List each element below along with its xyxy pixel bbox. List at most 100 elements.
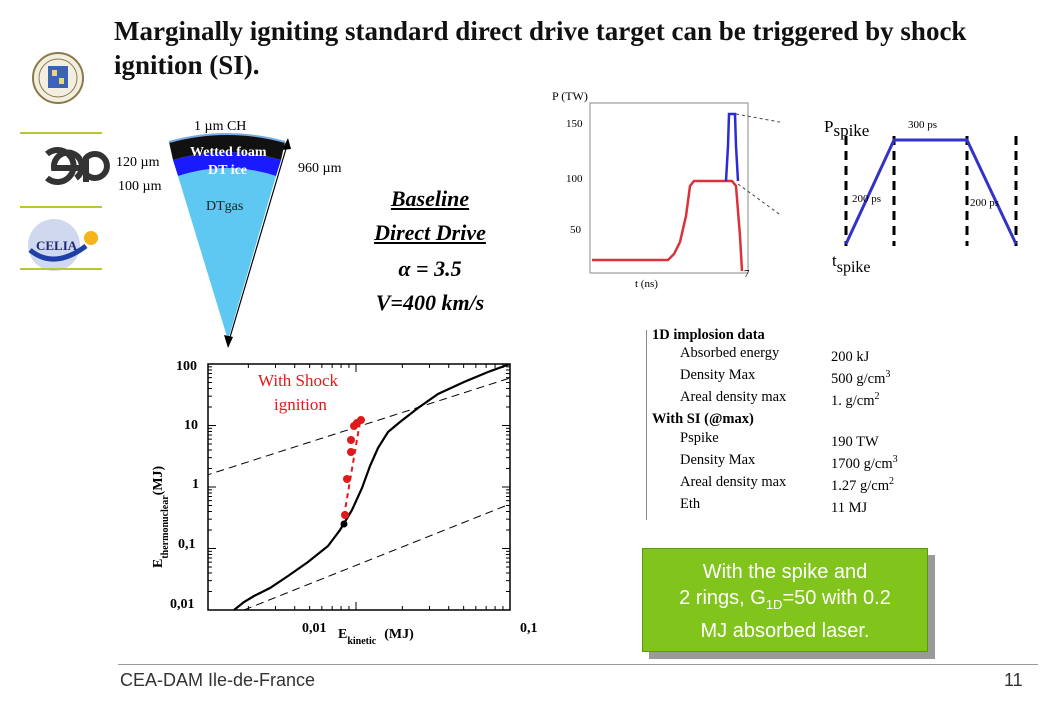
celia-logo: CELIA [28,219,98,271]
table-row-label: Areal density max [680,389,787,406]
result-callout: With the spike and 2 rings, G1D=50 with … [642,548,928,652]
radius-label: 960 µm [298,161,342,176]
shock-ignition-annotation: With Shock [258,371,339,390]
table-row-value: 1.27 g/cm2 [831,475,894,494]
zoom-line-top [735,113,780,123]
energy-chart-ticks [208,364,510,611]
table-row-value: 11 MJ [831,499,868,516]
pulse-y-tick: 150 [566,118,583,130]
si-point [347,448,355,456]
reference-line-lower [243,503,510,610]
table-row: Density Max 500 g/cm3 [648,366,978,388]
baseline-gain-curve [233,364,510,610]
table-row-label: Areal density max [680,473,787,490]
base-pulse-curve [592,179,744,272]
pulse-chart-frame [589,102,749,274]
page-number: 11 [1004,670,1023,690]
baseline-point [340,520,348,528]
baseline-title: Baseline [390,186,470,211]
dt-gas-label: DTgas [206,199,243,214]
spike-shape [844,138,1018,245]
svg-text:CELIA: CELIA [36,238,78,253]
energy-x-label: Ekinetic (MJ) [338,627,414,647]
dt-gas-region [178,168,276,340]
radius-arrow [227,141,289,345]
table-row-value: 1. g/cm2 [831,391,880,410]
logo-divider [20,132,102,134]
table-row-value: 1700 g/cm3 [831,453,898,472]
university-seal-logo [32,52,84,104]
table-row-value: 500 g/cm3 [831,369,891,388]
table-row: Pspike 190 TW [648,429,978,451]
energy-x-tick: 0,1 [520,621,538,636]
table-row-label: Density Max [680,367,756,384]
ch-layer-label: 1 µm CH [194,119,246,134]
rise-duration-label: 200 ps [852,193,881,205]
table-row: Areal density max 1. g/cm2 [648,388,978,410]
energy-y-tick: 0,01 [170,597,195,612]
result-line: With the spike and [702,561,868,583]
dt-ice-label: DT ice [208,163,247,178]
energy-y-tick: 0,1 [178,537,196,552]
logo-divider [20,206,102,208]
result-line: 2 rings, G1D=50 with 0.2 [679,587,891,612]
energy-y-label: Ethermonuclear(MJ) [151,465,171,568]
si-point [347,436,355,444]
baseline-direct-drive: Direct Drive [374,220,486,245]
implosion-table: 1D implosion data Absorbed energy 200 kJ D… [648,326,978,517]
table-row: Eth 11 MJ [648,495,978,517]
result-line: MJ absorbed laser. [700,620,870,642]
table-row-label: Eth [680,495,701,512]
table-row-value: 200 kJ [831,349,870,366]
logo-divider [20,268,102,270]
energy-y-tick: 100 [176,359,197,374]
table-row-label: Absorbed energy [680,345,780,362]
wetted-foam-label: Wetted foam [190,145,267,160]
baseline-alpha: α = 3.5 [398,256,462,281]
pulse-y-label: P (TW) [552,89,588,103]
si-point [341,511,349,519]
footer-divider [118,664,1038,665]
pulse-x-label: t (ns) [635,278,658,290]
energy-chart: 100 10 1 0,1 0,01 0,01 0,1 Ekinetic (MJ) … [151,359,538,647]
slide-title: Marginally igniting standard direct driv… [114,16,967,80]
footer-text: CEA-DAM Ile-de-France [120,670,316,690]
table-row: Absorbed energy 200 kJ [648,344,978,366]
si-point [357,416,365,424]
table-header: With SI (@max) [652,411,754,428]
cea-logo [45,147,110,185]
table-row-label: Pspike [680,429,719,446]
table-row: Areal density max 1.27 g/cm2 [648,473,978,495]
pulse-x-tick: 7 [744,268,750,280]
t-spike-label: tspike [832,251,871,276]
target-diagram: 1 µm CH Wetted foam DT ice DTgas 120 µm … [116,119,342,348]
shock-ignition-points [341,416,365,519]
energy-y-tick: 10 [184,418,198,433]
table-header: 1D implosion data [652,327,765,343]
table-section-1d: Absorbed energy 200 kJ Density Max 500 g/cm… [648,344,978,410]
table-section-si: Pspike 190 TW Density Max 1700 g/cm3 Areal d… [648,429,978,517]
shock-ignition-annotation: ignition [274,395,327,414]
table-row-label: Density Max [680,451,756,468]
table-row-value: 190 TW [831,433,879,450]
spike-diagram: Pspike tspike 300 ps 200 ps 200 ps [824,117,1018,276]
pulse-chart: P (TW) 150 100 50 7 t (ns) [552,89,780,290]
p-spike-label: Pspike [824,117,869,140]
energy-y-tick: 1 [192,477,199,492]
shock-ignition-line [343,421,361,517]
logo-column: CELIA [28,52,110,271]
pulse-y-tick: 50 [570,224,582,236]
table-row: Density Max 1700 g/cm3 [648,451,978,473]
si-point [343,475,351,483]
top-duration-label: 300 ps [908,119,937,131]
thickness-120-label: 120 µm [116,155,160,170]
dt-ice-layer [173,152,281,176]
energy-x-tick: 0,01 [302,621,327,636]
pulse-y-tick: 100 [566,173,583,185]
wetted-foam-layer [169,134,285,160]
thickness-100-label: 100 µm [118,179,162,194]
fall-duration-label: 200 ps [970,197,999,209]
baseline-velocity: V=400 km/s [375,290,485,315]
table-side-rule [646,330,647,520]
spike-pulse-curve [724,112,740,182]
